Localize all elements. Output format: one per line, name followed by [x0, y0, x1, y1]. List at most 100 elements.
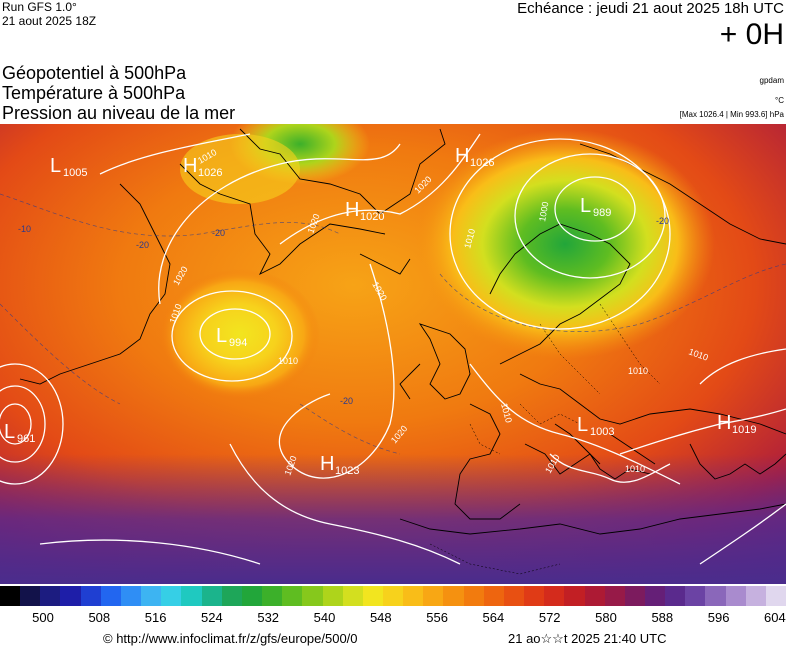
- isotherm-label: -20: [212, 228, 225, 238]
- system-type: H: [320, 453, 334, 475]
- colorbar-cell: [604, 586, 625, 606]
- colorbar-cell: [161, 586, 182, 606]
- colorbar-cell: [40, 586, 61, 606]
- colorbar-cell: [765, 586, 786, 606]
- colorbar: [0, 586, 786, 606]
- system-type: H: [345, 199, 359, 221]
- colorbar-cell: [665, 586, 686, 606]
- system-type: L: [216, 325, 227, 347]
- system-value: 989: [593, 207, 611, 219]
- colorbar-cell: [100, 586, 121, 606]
- render-time: 21 ao☆☆t 2025 21:40 UTC: [508, 631, 667, 646]
- system-value: 961: [17, 433, 35, 445]
- system-high-2: H 1020: [345, 199, 384, 223]
- system-low-3: L 994: [216, 325, 247, 349]
- colorbar-cell: [201, 586, 222, 606]
- system-value: 994: [229, 337, 247, 349]
- system-high-3: H 1026: [455, 145, 494, 169]
- colorbar-tick-label: 580: [595, 610, 617, 625]
- borders: [429, 303, 661, 575]
- isobars: [0, 133, 786, 565]
- isotherm-label: -20: [136, 240, 149, 250]
- parameter-temperature: Température à 500hPa: [2, 83, 186, 103]
- forecast-time: Echéance : jeudi 21 aout 2025 18h UTC: [517, 0, 784, 17]
- colorbar-tick-label: 604: [764, 610, 786, 625]
- colorbar-tick-label: 548: [369, 610, 392, 625]
- system-low-1: L 1005: [50, 155, 87, 179]
- coastlines: [19, 128, 786, 535]
- colorbar-cell: [120, 586, 142, 606]
- colorbar-cell: [624, 586, 645, 606]
- system-low-5: L 1003: [577, 414, 614, 438]
- unit-temperature: °C: [775, 96, 784, 105]
- colorbar-tick-label: 540: [313, 610, 336, 625]
- colorbar-cell: [181, 586, 202, 606]
- isobar-label: 1000: [537, 201, 550, 222]
- weather-map[interactable]: L 1005 H 1026 H 1020 H 1026 L 989 L 994 L 961 H…: [0, 124, 786, 584]
- system-value: 1026: [198, 167, 222, 179]
- colorbar-tick-label: 572: [538, 610, 561, 625]
- colorbar-tick-label: 516: [144, 610, 167, 625]
- colorbar-tick-label: 508: [88, 610, 111, 625]
- system-value: 1023: [335, 465, 359, 477]
- colorbar-cell: [503, 586, 525, 606]
- run-title: Run GFS 1.0°: [2, 0, 77, 14]
- isobar-label: 1010: [278, 356, 298, 366]
- colorbar-cell: [20, 586, 41, 606]
- isotherm-labels: -20 -20 -20 -10 -20: [18, 216, 669, 406]
- colorbar-cell: [382, 586, 404, 606]
- pressure-range: [Max 1026.4 | Min 993.6] hPa: [679, 110, 784, 119]
- colorbar-cell: [403, 586, 424, 606]
- colorbar-cell: [463, 586, 484, 606]
- parameter-pressure: Pression au niveau de la mer: [2, 103, 236, 123]
- colorbar-cell: [221, 586, 242, 606]
- copyright-link[interactable]: © http://www.infoclimat.fr/z/gfs/europe/…: [103, 631, 358, 646]
- colorbar-cell: [302, 586, 323, 606]
- isobar-label: 1010: [625, 464, 645, 474]
- colorbar-cell: [725, 586, 746, 606]
- colorbar-cell: [423, 586, 444, 606]
- system-value: 1003: [590, 426, 614, 438]
- colorbar-cell: [483, 586, 504, 606]
- colorbar-cell: [564, 586, 585, 606]
- colorbar-tick-label: 500: [32, 610, 54, 625]
- isotherm-label: -20: [656, 216, 669, 226]
- warm-south-field: [0, 454, 786, 584]
- colorbar-cell: [80, 586, 101, 606]
- forecast-offset: + 0H: [719, 18, 784, 51]
- isotherms: [0, 193, 786, 455]
- colorbar-cell: [544, 586, 565, 606]
- system-type: L: [580, 195, 591, 217]
- colorbar-cell: [282, 586, 303, 606]
- colorbar-cell: [0, 586, 21, 606]
- colorbar-cell: [60, 586, 81, 606]
- weather-map-svg: L 1005 H 1026 H 1020 H 1026 L 989 L 994 L 961 H…: [0, 124, 786, 584]
- system-value: 1019: [732, 424, 756, 436]
- pressure-systems: L 1005 H 1026 H 1020 H 1026 L 989 L 994 L 961 H…: [4, 145, 756, 477]
- isobar-label: 1010: [628, 366, 648, 376]
- system-high-1: H 1026: [183, 155, 222, 179]
- system-type: L: [4, 421, 15, 443]
- system-type: H: [717, 412, 731, 434]
- colorbar-tick-label: 588: [651, 610, 674, 625]
- colorbar-tick-label: 532: [257, 610, 280, 625]
- colorbar-tick-label: 564: [482, 610, 505, 625]
- colorbar-cell: [685, 586, 706, 606]
- system-low-2: L 989: [580, 195, 611, 219]
- colorbar-tick-label: 596: [707, 610, 730, 625]
- colorbar-cell: [443, 586, 464, 606]
- isotherm-label: -10: [18, 224, 31, 234]
- system-type: H: [455, 145, 469, 167]
- colorbar-cell: [584, 586, 605, 606]
- system-type: L: [577, 414, 588, 436]
- parameter-geopotential: Géopotentiel à 500hPa: [2, 63, 187, 83]
- system-value: 1005: [63, 167, 87, 179]
- colorbar-tick-label: 524: [201, 610, 223, 625]
- colorbar-cell: [141, 586, 162, 606]
- system-high-5: H 1019: [717, 412, 756, 436]
- colorbar-cell: [705, 586, 726, 606]
- colorbar-cell: [322, 586, 343, 606]
- system-type: H: [183, 155, 197, 177]
- colorbar-cell: [645, 586, 666, 606]
- colorbar-tick-label: 556: [426, 610, 448, 625]
